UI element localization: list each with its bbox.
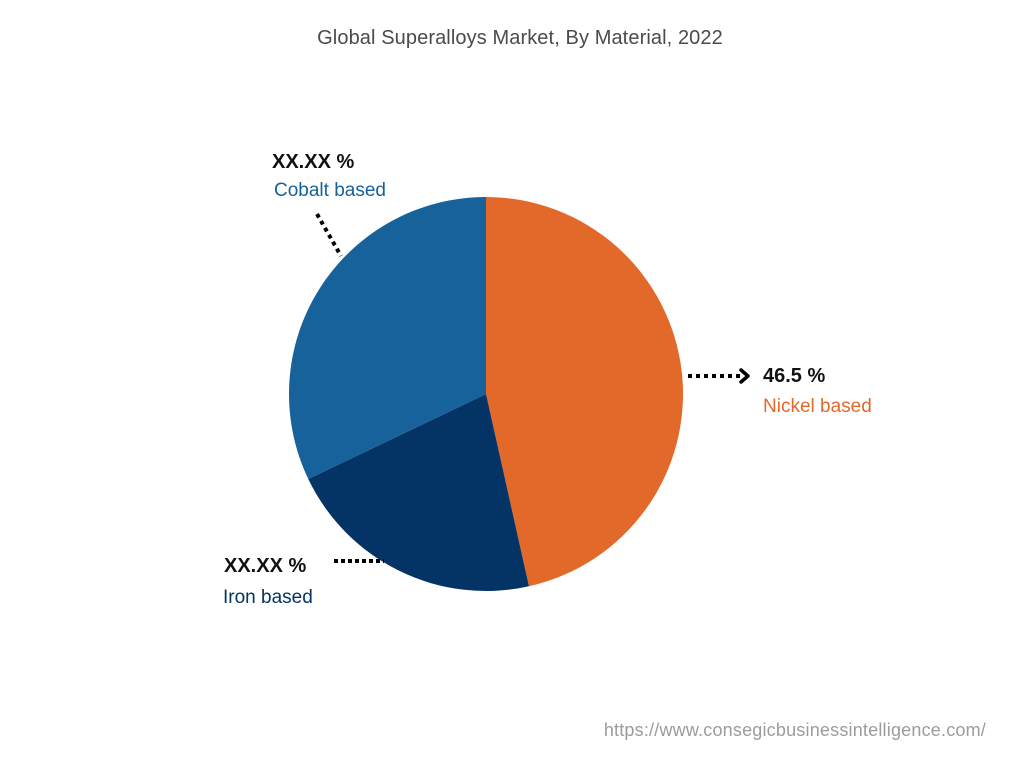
arrow-right-icon — [739, 368, 750, 384]
pie-slice-cobalt-based — [288, 197, 486, 479]
nickel-name-label: Nickel based — [763, 396, 872, 417]
pie-slices — [288, 197, 684, 591]
cobalt-value-label: XX.XX % — [272, 151, 355, 173]
pie-slice-nickel-based — [486, 197, 684, 587]
pie-slice-iron-based — [308, 394, 529, 591]
cobalt-name-label: Cobalt based — [274, 180, 386, 201]
source-url: https://www.consegicbusinessintelligence… — [603, 720, 986, 740]
iron-name-label: Iron based — [223, 587, 313, 608]
chart-title: Global Superalloys Market, By Material, … — [317, 27, 723, 49]
nickel-value-label: 46.5 % — [763, 365, 826, 387]
cobalt-leader-line — [315, 213, 343, 257]
iron-value-label: XX.XX % — [224, 555, 307, 577]
